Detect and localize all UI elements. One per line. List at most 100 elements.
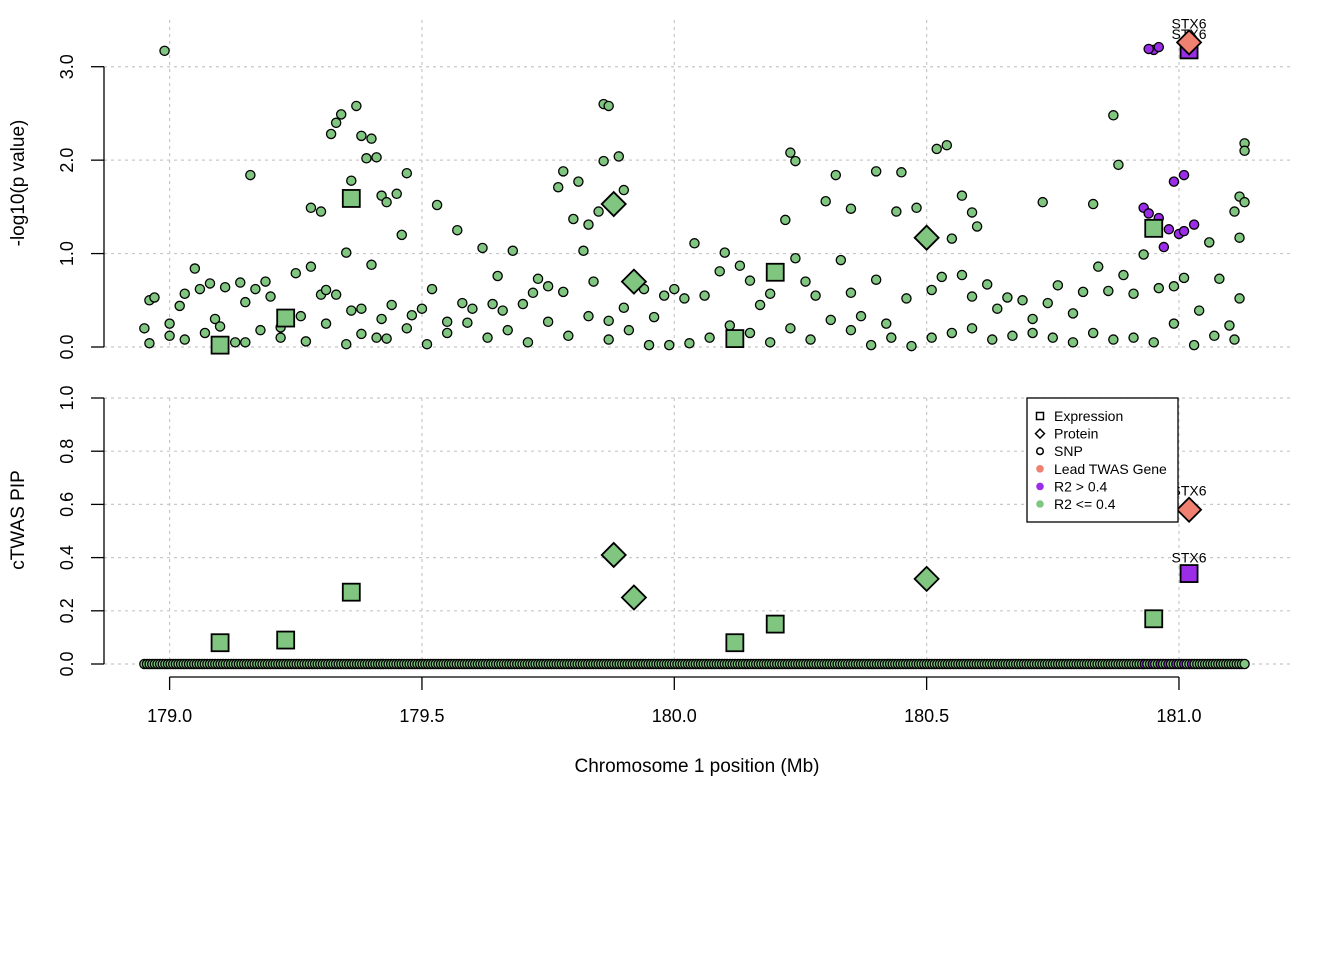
snp-point	[1108, 334, 1119, 345]
snp-point	[886, 332, 897, 343]
snp-point	[1077, 286, 1089, 298]
snp-point	[340, 338, 352, 350]
gene-expression-marker	[341, 189, 361, 208]
snp-point	[452, 224, 463, 236]
snp-point	[356, 130, 367, 142]
snp-point	[830, 169, 842, 181]
snp-point	[820, 196, 831, 207]
snp-point-high-r2	[1168, 176, 1180, 187]
snp-point	[507, 245, 519, 257]
snp-point	[1148, 337, 1159, 348]
snp-point	[467, 303, 478, 314]
snp-point	[986, 334, 998, 345]
snp-point	[1103, 285, 1114, 297]
snp-point	[870, 274, 882, 285]
snp-point	[669, 283, 680, 295]
x-tick-label: 180.5	[904, 706, 949, 726]
snp-point	[532, 273, 544, 285]
snp-point	[941, 139, 953, 151]
y-tick-label: 0.0	[57, 651, 77, 676]
gene-label: STX6	[1172, 15, 1207, 31]
snp-point	[1188, 339, 1200, 351]
snp-point	[992, 303, 1003, 314]
snp-point	[724, 320, 736, 331]
gene-expression-marker	[1179, 564, 1199, 583]
snp-point	[1209, 330, 1220, 342]
gene-protein-marker	[1175, 29, 1203, 56]
snp-point	[643, 339, 655, 351]
snp-point	[265, 291, 276, 302]
snp-point	[340, 247, 352, 258]
snp-point	[855, 310, 867, 322]
bottom-genes: STX6 STX6	[210, 483, 1207, 653]
snp-point	[956, 190, 968, 201]
gene-expression-marker	[725, 633, 745, 653]
snp-point	[1113, 159, 1124, 171]
snp-point	[421, 338, 433, 350]
snp-point	[603, 100, 614, 112]
snp-point-high-r2	[1163, 224, 1175, 235]
bottom-snps	[139, 658, 1250, 670]
snp-point	[744, 275, 756, 286]
legend-item: R2 > 0.4	[1036, 478, 1108, 494]
snp-point	[734, 260, 746, 271]
snp-point	[527, 287, 539, 299]
snp-point	[144, 338, 155, 349]
snp-point	[744, 327, 756, 339]
snp-point	[845, 287, 857, 299]
gene-expression-marker	[1144, 609, 1164, 629]
snp-point	[1092, 261, 1104, 272]
snp-point	[800, 276, 811, 287]
top-y-axis-title: -log10(p value)	[8, 120, 29, 247]
snp-point	[320, 318, 332, 329]
snp-point	[209, 313, 221, 325]
snp-point	[790, 155, 801, 167]
legend-item: Expression	[1035, 408, 1123, 424]
snp-point	[386, 299, 397, 311]
snp-point	[648, 311, 660, 323]
snp-point	[568, 213, 579, 225]
snp-point	[896, 167, 907, 178]
snp-point	[315, 206, 327, 217]
snp-point	[1002, 292, 1013, 303]
gene-expression-marker	[210, 633, 230, 653]
snp-point	[835, 254, 847, 266]
snp-point	[214, 321, 226, 332]
snp-point-high-r2	[1178, 225, 1190, 237]
snp-point	[401, 323, 413, 334]
snp-point	[441, 316, 453, 328]
snp-point	[482, 332, 493, 343]
bottom-y-axis-title: cTWAS PIP	[8, 470, 29, 570]
snp-point	[881, 318, 892, 329]
snp-point	[396, 229, 408, 241]
bottom-y-axis: 0.0 0.2 0.4 0.6 0.8 1.0	[57, 385, 105, 677]
snp-point	[391, 188, 402, 200]
gene-expression-marker	[1144, 218, 1164, 238]
snp-point-high-r2	[1143, 43, 1154, 55]
snp-point	[492, 270, 503, 282]
y-tick-label: 1.0	[57, 385, 77, 410]
snp-point	[401, 167, 413, 179]
snp-point	[613, 151, 625, 162]
snp-point	[785, 147, 796, 158]
snp-point	[780, 214, 791, 226]
snp-point	[240, 337, 251, 348]
snp-point	[1229, 334, 1240, 345]
snp-point	[1128, 288, 1139, 299]
snp-point	[356, 303, 367, 314]
gene-expression-marker	[725, 329, 745, 348]
snp-point	[870, 166, 882, 177]
snp-point	[825, 314, 836, 326]
snp-point	[911, 202, 922, 214]
snp-point	[376, 313, 387, 325]
snp-point	[552, 181, 564, 193]
snp-point	[558, 166, 569, 177]
legend-item: SNP	[1035, 443, 1083, 459]
y-tick-label: 0.8	[57, 439, 77, 464]
snp-point	[346, 175, 357, 186]
y-tick-label: 0.0	[57, 334, 77, 359]
snp-point	[295, 310, 307, 322]
snp-point	[250, 283, 261, 295]
